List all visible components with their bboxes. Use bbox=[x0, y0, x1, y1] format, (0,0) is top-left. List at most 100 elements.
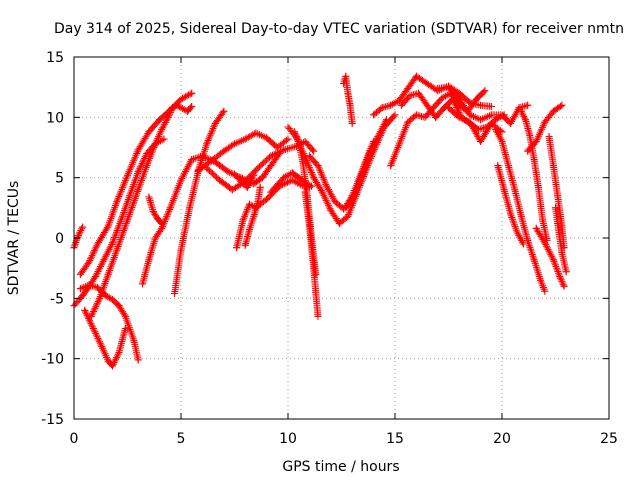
data-point bbox=[164, 113, 172, 121]
data-point bbox=[558, 101, 566, 109]
data-point bbox=[76, 270, 84, 278]
data-point bbox=[252, 129, 260, 137]
data-point bbox=[284, 123, 292, 131]
data-point bbox=[109, 296, 117, 304]
data-point bbox=[487, 111, 495, 119]
data-point bbox=[434, 84, 442, 92]
data-point bbox=[310, 264, 318, 272]
data-point bbox=[228, 186, 236, 194]
data-point bbox=[203, 164, 211, 172]
data-point bbox=[361, 159, 369, 167]
data-point bbox=[267, 152, 275, 160]
y-tick-label: -10 bbox=[41, 352, 64, 368]
data-point bbox=[534, 183, 542, 191]
data-point bbox=[498, 128, 506, 136]
data-point bbox=[288, 176, 296, 184]
data-point bbox=[500, 186, 508, 194]
data-point bbox=[549, 256, 557, 264]
data-point bbox=[522, 116, 530, 124]
data-point bbox=[220, 107, 228, 115]
data-point bbox=[492, 125, 500, 133]
data-point bbox=[188, 89, 196, 97]
data-point bbox=[209, 156, 217, 164]
data-point bbox=[310, 174, 318, 182]
series-track-26 bbox=[445, 104, 506, 145]
data-point bbox=[115, 349, 123, 357]
data-point bbox=[258, 174, 266, 182]
data-point bbox=[160, 135, 168, 143]
data-point bbox=[188, 156, 196, 164]
x-tick-label: 10 bbox=[279, 431, 297, 447]
data-point bbox=[554, 220, 562, 228]
data-point bbox=[438, 94, 446, 102]
data-point bbox=[237, 177, 245, 185]
data-point bbox=[263, 195, 271, 203]
data-point bbox=[158, 220, 166, 228]
data-point bbox=[241, 241, 249, 249]
data-point bbox=[412, 72, 420, 80]
data-point bbox=[168, 104, 176, 112]
data-point bbox=[504, 162, 512, 170]
data-point bbox=[113, 246, 121, 254]
data-point bbox=[387, 101, 395, 109]
data-point bbox=[560, 282, 568, 290]
data-point bbox=[121, 312, 129, 320]
data-point bbox=[76, 285, 84, 293]
data-point bbox=[530, 156, 538, 164]
data-point bbox=[539, 216, 547, 224]
data-point bbox=[220, 147, 228, 155]
data-point bbox=[370, 111, 378, 119]
data-point bbox=[537, 276, 545, 284]
data-point bbox=[466, 118, 474, 126]
data-point bbox=[211, 119, 219, 127]
data-point bbox=[318, 188, 326, 196]
data-point bbox=[96, 294, 104, 302]
series-track-8 bbox=[145, 193, 166, 228]
series-track-5 bbox=[76, 281, 142, 364]
data-point bbox=[233, 244, 241, 252]
y-tick-label: 15 bbox=[46, 50, 64, 66]
data-point bbox=[305, 152, 313, 160]
data-point bbox=[299, 159, 307, 167]
data-point bbox=[254, 164, 262, 172]
data-point bbox=[295, 174, 303, 182]
data-point bbox=[109, 239, 117, 247]
data-point bbox=[117, 216, 125, 224]
data-point bbox=[89, 325, 97, 332]
data-point bbox=[511, 186, 519, 194]
series-track-27 bbox=[492, 125, 549, 295]
data-point bbox=[423, 80, 431, 88]
series-track-12 bbox=[231, 170, 258, 191]
data-point bbox=[94, 240, 102, 248]
data-point bbox=[348, 192, 356, 200]
chart-title: Day 314 of 2025, Sidereal Day-to-day VTE… bbox=[54, 21, 624, 37]
y-tick-label: 5 bbox=[55, 171, 64, 187]
data-point bbox=[404, 84, 412, 92]
data-point bbox=[239, 216, 247, 224]
data-point bbox=[250, 212, 258, 220]
data-points bbox=[70, 72, 570, 370]
data-point bbox=[145, 193, 153, 201]
data-point bbox=[81, 306, 89, 314]
data-point bbox=[145, 256, 153, 264]
data-point bbox=[124, 216, 131, 224]
series-track-10 bbox=[194, 129, 292, 174]
data-point bbox=[549, 107, 557, 115]
data-point bbox=[481, 87, 489, 95]
data-point bbox=[273, 181, 281, 189]
data-point bbox=[305, 222, 313, 230]
x-axis-label: GPS time / hours bbox=[282, 459, 399, 475]
data-point bbox=[374, 133, 382, 141]
data-point bbox=[138, 280, 146, 288]
data-point bbox=[216, 176, 224, 184]
data-point bbox=[327, 206, 335, 214]
data-point bbox=[293, 134, 301, 142]
data-point bbox=[432, 113, 440, 121]
data-point bbox=[344, 89, 352, 97]
data-point bbox=[331, 198, 339, 206]
data-point bbox=[85, 281, 93, 289]
data-point bbox=[243, 183, 251, 191]
data-point bbox=[171, 290, 179, 298]
data-point bbox=[263, 134, 271, 142]
data-point bbox=[455, 113, 463, 121]
